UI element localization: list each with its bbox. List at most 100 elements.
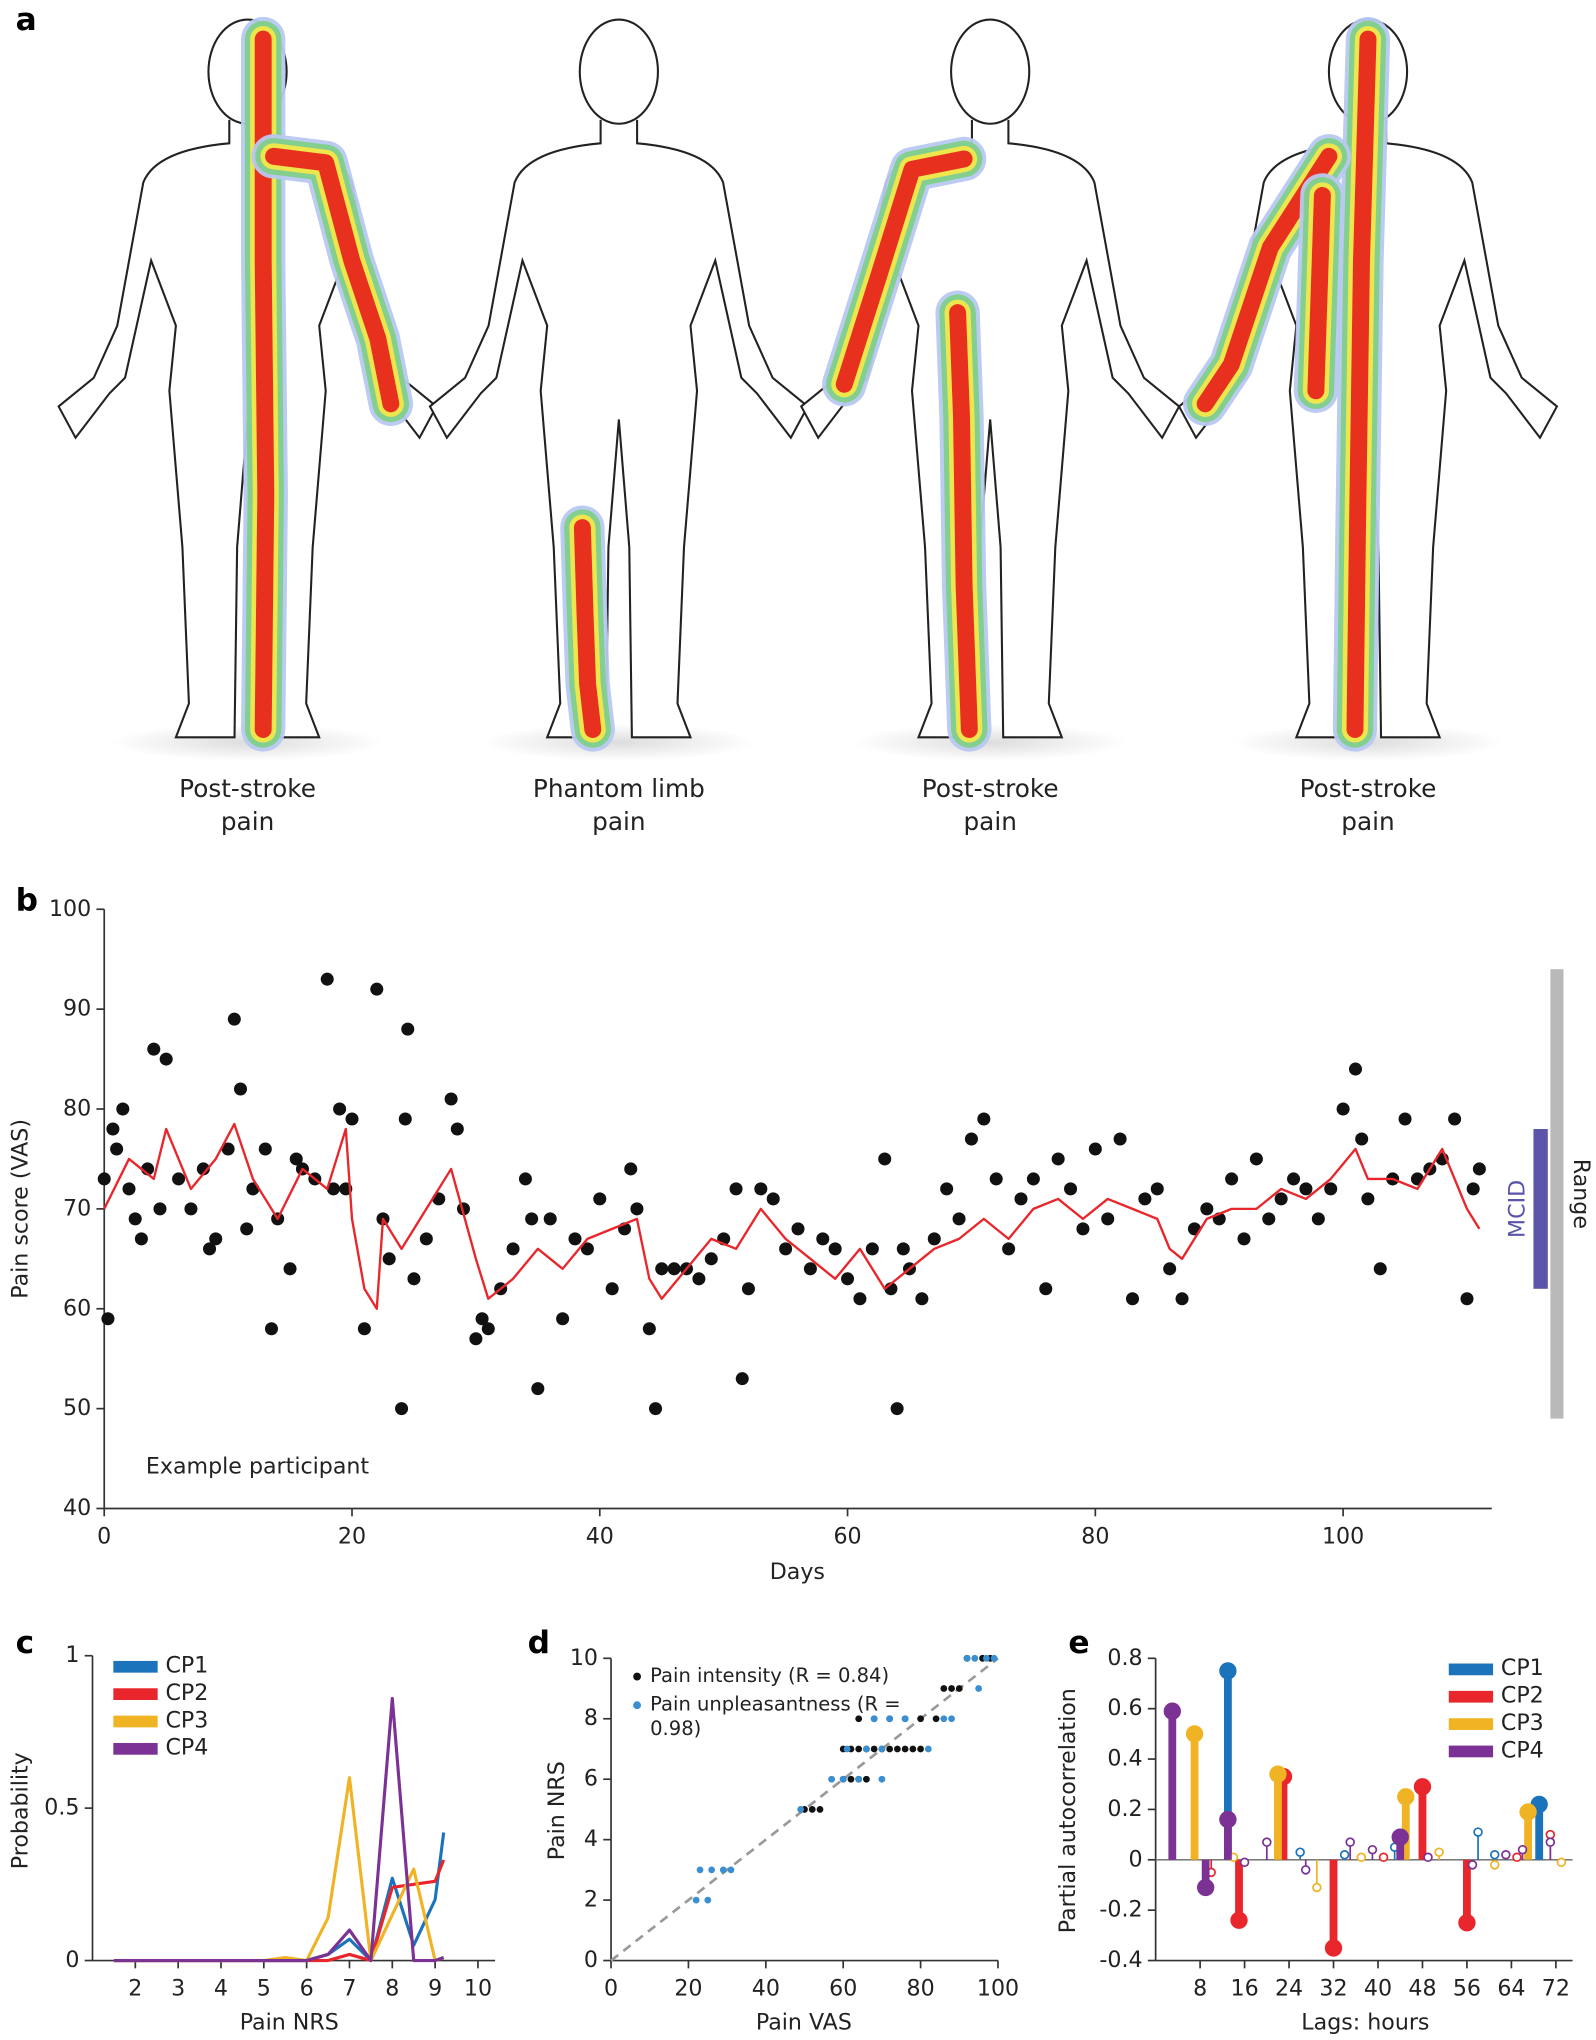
data-point: [525, 1212, 539, 1226]
x-tick-label: 60: [833, 1524, 861, 1550]
y-axis-label: Pain NRS: [544, 1761, 570, 1860]
y-tick-label: 50: [63, 1395, 91, 1421]
data-point: [481, 1322, 495, 1336]
data-point: [1002, 1242, 1016, 1256]
data-point: [1150, 1182, 1164, 1196]
x-tick-label: 3: [171, 1976, 185, 2002]
pain-heat: [265, 147, 400, 413]
pain-heat: [949, 304, 978, 738]
data-point: [847, 1775, 855, 1783]
data-point: [283, 1262, 297, 1276]
data-point: [855, 1745, 863, 1753]
y-tick-label: 100: [49, 896, 91, 922]
data-point: [1311, 1212, 1325, 1226]
data-point: [333, 1102, 347, 1116]
legend-swatch: [113, 1715, 158, 1728]
data-point: [932, 1715, 940, 1723]
body-map-label: Phantom limb pain: [532, 775, 705, 836]
data-point: [971, 1654, 979, 1662]
stem-marker: [1501, 1850, 1511, 1860]
x-tick-label: 32: [1319, 1976, 1347, 2002]
data-point: [975, 1685, 983, 1692]
legend-marker: [633, 1701, 642, 1710]
legend-label: CP4: [165, 1735, 208, 1761]
x-tick-label: 9: [428, 1976, 442, 2002]
data-point: [1460, 1292, 1474, 1306]
data-point: [878, 1152, 892, 1166]
data-point: [735, 1372, 749, 1386]
legend-swatch: [113, 1660, 158, 1673]
panel-label: a: [16, 2, 37, 38]
x-tick-label: 6: [300, 1976, 314, 2002]
stem-marker: [1339, 1850, 1350, 1860]
data-point: [370, 982, 384, 996]
panel-label: e: [1068, 1625, 1089, 1661]
data-point: [696, 1866, 704, 1874]
data-point: [153, 1202, 167, 1216]
stem-marker: [1519, 1803, 1537, 1821]
data-point: [1373, 1262, 1387, 1276]
data-point: [915, 1292, 929, 1306]
legend-label: CP3: [165, 1707, 208, 1733]
legend-label: Pain intensity (R = 0.84): [650, 1663, 890, 1687]
data-point: [803, 1262, 817, 1276]
data-point: [927, 1232, 941, 1246]
y-axis-label: Partial autocorrelation: [1055, 1688, 1081, 1933]
y-tick-label: 8: [584, 1705, 598, 1731]
data-point: [221, 1142, 235, 1156]
data-point: [870, 1745, 878, 1753]
stem-marker: [1219, 1662, 1237, 1680]
data-point: [227, 1012, 241, 1026]
y-tick-label: 0: [1129, 1846, 1143, 1872]
body-map-label-box: Phantom limb pain: [532, 775, 705, 836]
stem-marker: [1545, 1829, 1556, 1840]
data-point: [649, 1402, 663, 1416]
y-tick-label: 10: [570, 1645, 598, 1671]
stem-marker: [1512, 1852, 1522, 1863]
stem-marker: [1467, 1860, 1478, 1870]
data-point: [258, 1142, 272, 1156]
identity-line: [610, 1657, 999, 1962]
legend-marker: [633, 1672, 642, 1681]
data-point: [1249, 1152, 1263, 1166]
x-tick-label: 60: [829, 1976, 857, 2002]
y-axis-label: Pain score (VAS): [7, 1119, 33, 1299]
data-point: [110, 1142, 124, 1156]
y-axis-label: Probability: [7, 1752, 33, 1869]
data-point: [543, 1212, 557, 1226]
x-tick-label: 20: [338, 1524, 366, 1550]
data-point: [878, 1775, 886, 1783]
stem-marker: [1489, 1860, 1500, 1870]
data-point: [1448, 1112, 1462, 1126]
data-point: [1348, 1062, 1363, 1076]
data-point: [655, 1262, 669, 1276]
x-tick-label: 56: [1453, 1976, 1481, 2002]
data-point: [1076, 1222, 1090, 1236]
data-point: [1287, 1172, 1301, 1186]
stem-marker: [1345, 1837, 1355, 1847]
data-point: [901, 1745, 909, 1753]
stem-marker: [1300, 1865, 1311, 1875]
body-map-label: Post-stroke pain: [179, 775, 316, 836]
stem-marker: [1239, 1857, 1250, 1868]
x-tick-label: 8: [1193, 1976, 1207, 2002]
data-point: [1014, 1192, 1028, 1206]
stem-marker: [1356, 1852, 1367, 1863]
data-point: [401, 1022, 415, 1036]
data-point: [320, 972, 334, 986]
x-tick-label: 40: [752, 1976, 780, 2002]
data-point: [196, 1162, 210, 1176]
stem-marker: [1458, 1914, 1476, 1932]
head-outline: [950, 18, 1031, 125]
series-line: [113, 1832, 446, 1963]
body-map: [800, 18, 1181, 761]
floor-shadow: [482, 724, 756, 761]
data-point: [940, 1182, 954, 1196]
y-tick-label: 90: [63, 996, 91, 1022]
data-point: [990, 1654, 998, 1662]
stem-marker: [1473, 1827, 1483, 1837]
data-point: [828, 1775, 835, 1783]
legend-label: CP3: [1501, 1710, 1544, 1736]
head-outline: [578, 18, 659, 125]
